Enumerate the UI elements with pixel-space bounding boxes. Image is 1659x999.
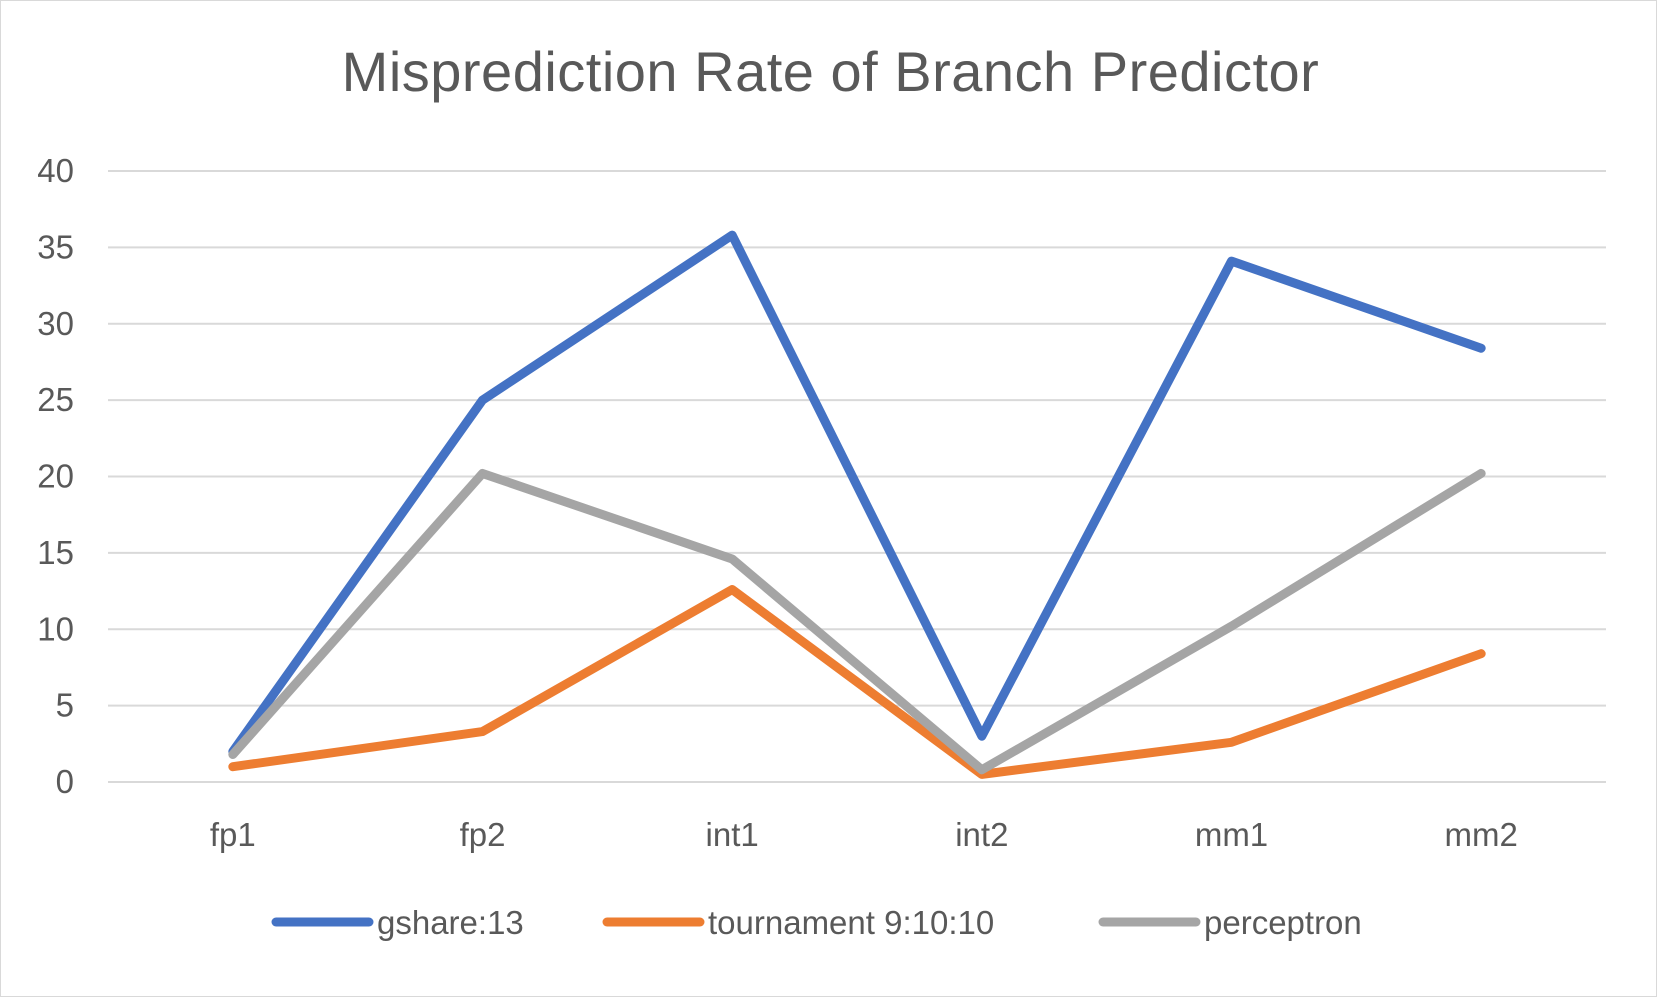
y-tick-label: 15 [37,534,74,571]
series-line [228,230,1486,756]
data-point [981,735,983,737]
data-point [731,234,733,236]
x-axis-ticks: fp1 fp2 int1 int2 mm1 mm2 [210,816,1518,853]
y-tick-label: 40 [37,152,74,189]
legend: gshare:13 tournament 9:10:10 perceptron [271,904,1362,941]
x-tick-label: mm2 [1444,816,1517,853]
data-point [1480,472,1482,474]
gridlines [108,170,1606,783]
series-gshare-13 [228,230,1486,756]
data-point [482,472,483,474]
data-point [981,769,983,771]
data-point [731,589,733,591]
data-point [1231,741,1232,743]
data-point [1480,653,1482,655]
y-tick-label: 25 [37,381,74,418]
legend-label: gshare:13 [377,904,524,941]
y-tick-label: 10 [37,610,74,647]
data-point [1231,260,1232,262]
series-tournament-9-10-10 [228,585,1486,779]
series-line [228,468,1486,775]
y-tick-label: 0 [56,763,74,800]
x-tick-label: mm1 [1195,816,1268,853]
y-tick-label: 30 [37,305,74,342]
y-tick-label: 20 [37,458,74,495]
x-tick-label: int1 [706,816,759,853]
x-tick-label: fp2 [460,816,506,853]
legend-item: perceptron [1098,904,1362,941]
y-axis-ticks: 0 5 10 15 20 25 30 35 40 [37,152,74,800]
legend-label: tournament 9:10:10 [708,904,994,941]
legend-label: perceptron [1204,904,1362,941]
legend-item: tournament 9:10:10 [602,904,994,941]
data-point [482,399,483,401]
series-perceptron [228,468,1486,775]
x-tick-label: int2 [955,816,1008,853]
series-line [228,585,1486,779]
data-point [482,731,483,733]
legend-item: gshare:13 [271,904,524,941]
data-point [1480,347,1482,349]
series-lines [228,230,1486,779]
chart-title: Misprediction Rate of Branch Predictor [341,40,1320,103]
y-tick-label: 5 [56,687,74,724]
data-point [232,766,234,768]
data-point [232,754,234,756]
data-point [731,558,733,560]
x-tick-label: fp1 [210,816,256,853]
data-point [1231,625,1232,627]
y-tick-label: 35 [37,228,74,265]
